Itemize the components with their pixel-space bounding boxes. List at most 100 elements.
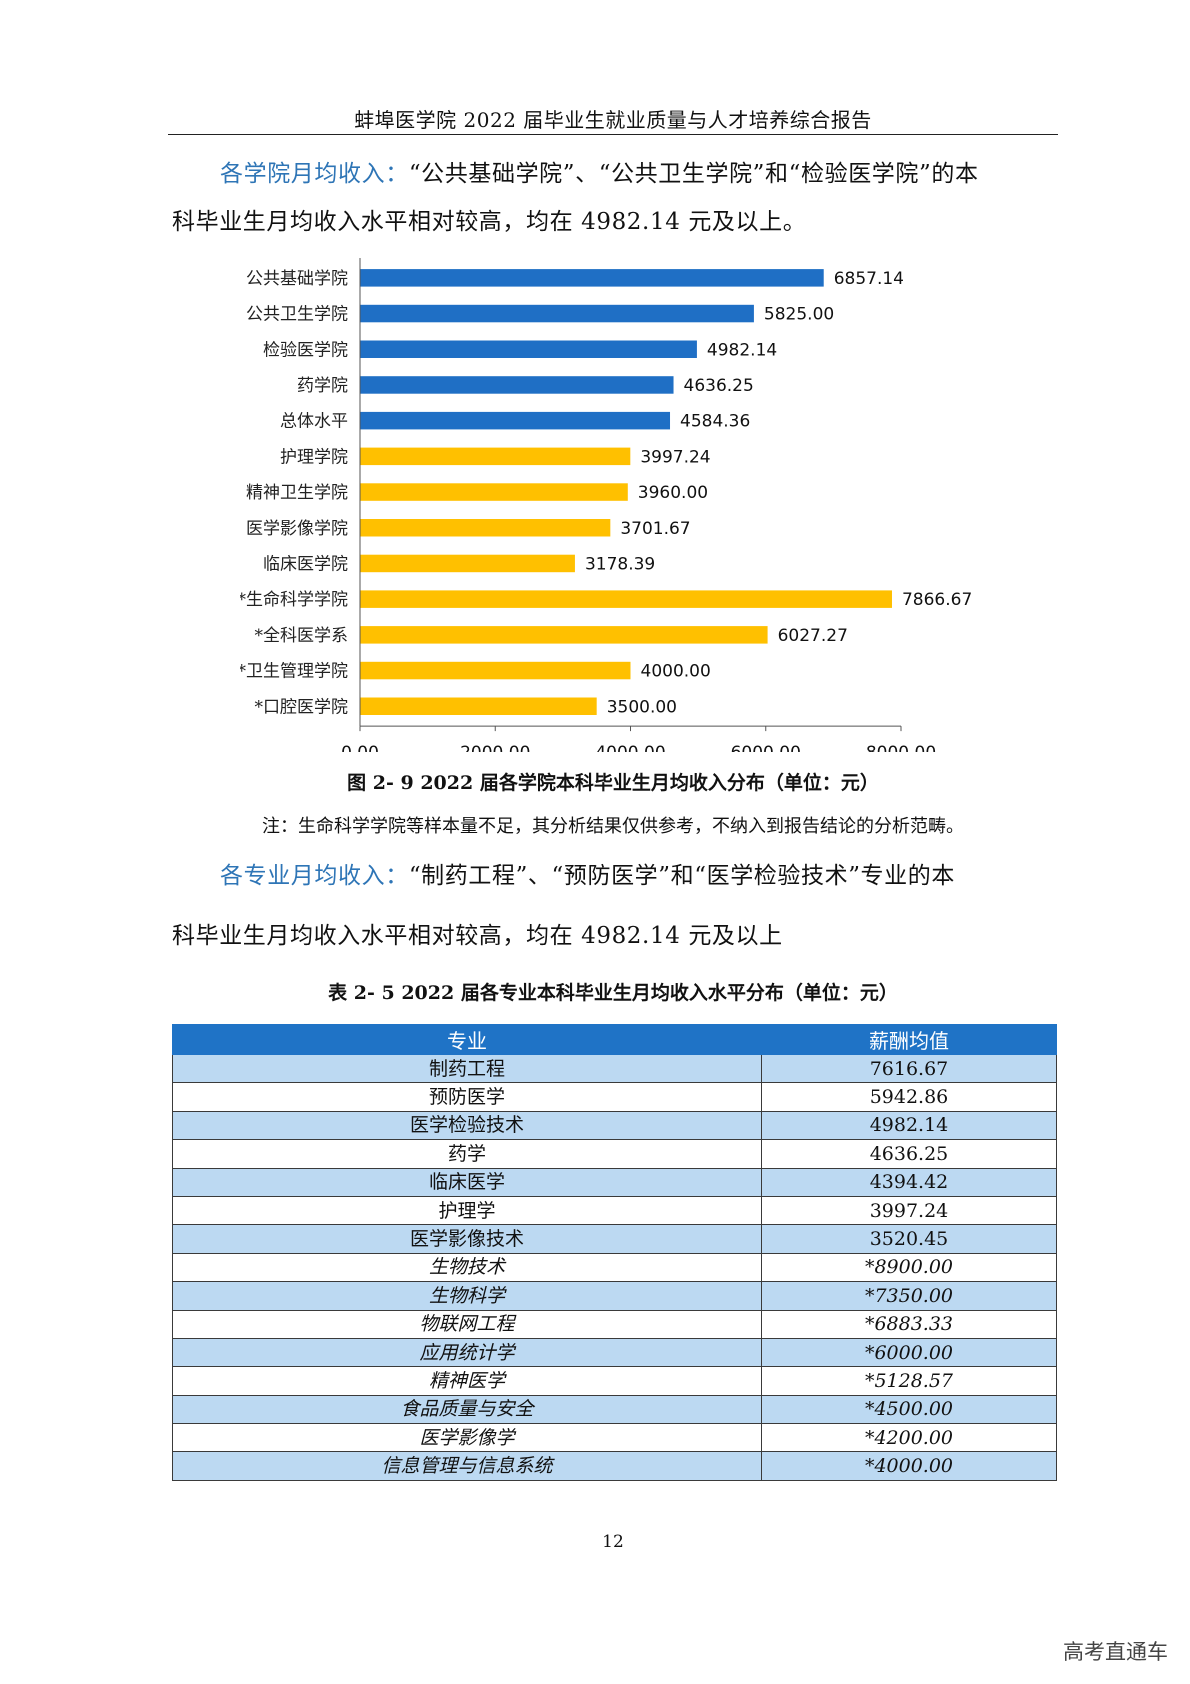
data-label: 4000.00 [641, 662, 711, 682]
bar [360, 626, 768, 644]
column-header-major: 专业 [172, 1024, 762, 1055]
major-salary-table: 专业 薪酬均值 制药工程 7616.67 预防医学 5942.86 医学检验技术 4982… [172, 1024, 1057, 1481]
bar-chart-svg: 公共基础学院 6857.14 公共卫生学院 5825.00 检验医学院 4982.14 药学… [240, 258, 972, 752]
cell-salary: 4636.25 [761, 1139, 1057, 1169]
x-tick-label: 2000.00 [460, 743, 530, 752]
bar [360, 411, 671, 430]
data-label: 3500.00 [607, 697, 677, 717]
bar [360, 304, 754, 323]
paragraph-text: “制药工程”、“预防医学”和“医学检验技术”专业的本 [408, 863, 955, 889]
cell-salary: *8900.00 [761, 1252, 1057, 1283]
bar [360, 661, 631, 680]
cell-major: 信息管理与信息系统 [172, 1451, 762, 1481]
cell-major: 预防医学 [172, 1082, 762, 1112]
category-label: *卫生管理学院 [240, 662, 348, 682]
bar [360, 376, 674, 394]
cell-major: 药学 [172, 1139, 762, 1169]
category-label: *生命科学学院 [240, 590, 348, 610]
x-tick-label: 0.00 [341, 743, 379, 752]
cell-salary: 3997.24 [761, 1195, 1057, 1226]
cell-major: 食品质量与安全 [172, 1394, 762, 1425]
bar [360, 519, 611, 537]
cell-major: 精神医学 [172, 1366, 762, 1396]
table-row: 药学 4636.25 [172, 1139, 1057, 1169]
paragraph-text-line2: 科毕业生月均收入水平相对较高，均在 4982.14 元及以上。 [172, 209, 807, 235]
data-label: 4584.36 [680, 412, 750, 432]
data-label: 6857.14 [834, 269, 904, 289]
bar [360, 590, 892, 608]
table-row: 医学影像学 *4200.00 [172, 1423, 1057, 1453]
cell-major: 生物技术 [172, 1252, 762, 1283]
figure-note: 注：生命科学学院等样本量不足，其分析结果仅供参考，不纳入到报告结论的分析范畴。 [262, 816, 964, 837]
table-row: 食品质量与安全 *4500.00 [172, 1394, 1057, 1425]
data-label: 3701.67 [620, 519, 690, 539]
table-row: 生物技术 *8900.00 [172, 1252, 1057, 1283]
table-row: 医学检验技术 4982.14 [172, 1110, 1057, 1141]
table-row: 护理学 3997.24 [172, 1195, 1057, 1226]
category-label: 药学院 [297, 376, 348, 396]
data-label: 7866.67 [902, 590, 972, 610]
category-label: 精神卫生学院 [246, 483, 348, 503]
page-number: 12 [602, 1532, 624, 1552]
cell-major: 物联网工程 [172, 1309, 762, 1339]
watermark-text: 高考直通车 [1063, 1640, 1168, 1664]
paragraph-major-income: 各专业月均收入：“制药工程”、“预防医学”和“医学检验技术”专业的本 科毕业生月… [172, 852, 1057, 960]
category-label: 医学影像学院 [246, 519, 348, 539]
cell-major: 应用统计学 [172, 1337, 762, 1368]
table-row: 生物科学 *7350.00 [172, 1281, 1057, 1311]
cell-major: 制药工程 [172, 1053, 762, 1084]
bar [360, 269, 824, 287]
paragraph-lead: 各学院月均收入： [220, 161, 409, 187]
category-label: *全科医学系 [255, 626, 349, 646]
cell-salary: 7616.67 [761, 1053, 1057, 1084]
figure-caption: 图 2- 9 2022 届各学院本科毕业生月均收入分布（单位：元） [347, 772, 879, 794]
category-label: 临床医学院 [263, 554, 348, 574]
cell-salary: *4200.00 [761, 1423, 1057, 1453]
x-tick-label: 6000.00 [731, 743, 801, 752]
category-label: *口腔医学院 [255, 697, 349, 717]
bar [360, 554, 575, 573]
table-row: 制药工程 7616.67 [172, 1053, 1057, 1084]
page-header-title: 蚌埠医学院 2022 届毕业生就业质量与人才培养综合报告 [354, 108, 872, 132]
data-label: 4636.25 [684, 376, 754, 396]
data-label: 3178.39 [585, 554, 655, 574]
cell-salary: *4000.00 [761, 1451, 1057, 1481]
data-label: 3960.00 [638, 483, 708, 503]
category-label: 公共基础学院 [246, 269, 348, 289]
cell-major: 生物科学 [172, 1281, 762, 1311]
data-label: 5825.00 [764, 305, 834, 325]
category-label: 检验医学院 [263, 340, 348, 360]
x-tick-label: 4000.00 [595, 743, 665, 752]
cell-salary: *5128.57 [761, 1366, 1057, 1396]
header-divider [168, 134, 1058, 135]
data-label: 6027.27 [778, 626, 848, 646]
paragraph-lead: 各专业月均收入： [220, 863, 409, 889]
cell-major: 医学影像技术 [172, 1224, 762, 1254]
bar [360, 447, 631, 466]
cell-salary: 3520.45 [761, 1224, 1057, 1254]
table-row: 临床医学 4394.42 [172, 1167, 1057, 1197]
cell-salary: *7350.00 [761, 1281, 1057, 1311]
x-tick-label: 8000.00 [866, 743, 936, 752]
data-label: 4982.14 [707, 340, 777, 360]
bar [360, 340, 697, 358]
cell-salary: *4500.00 [761, 1394, 1057, 1425]
column-header-salary: 薪酬均值 [761, 1024, 1057, 1055]
cell-salary: *6000.00 [761, 1337, 1057, 1368]
cell-salary: *6883.33 [761, 1309, 1057, 1339]
cell-salary: 5942.86 [761, 1082, 1057, 1112]
cell-salary: 4394.42 [761, 1167, 1057, 1197]
table-caption: 表 2- 5 2022 届各专业本科毕业生月均收入水平分布（单位：元） [328, 982, 898, 1004]
table-row: 预防医学 5942.86 [172, 1082, 1057, 1112]
cell-major: 医学影像学 [172, 1423, 762, 1453]
cell-major: 护理学 [172, 1195, 762, 1226]
table-header-row: 专业 薪酬均值 [172, 1024, 1057, 1055]
cell-major: 临床医学 [172, 1167, 762, 1197]
paragraph-text-line2: 科毕业生月均收入水平相对较高，均在 4982.14 元及以上 [172, 923, 783, 949]
table-row: 信息管理与信息系统 *4000.00 [172, 1451, 1057, 1481]
category-label: 总体水平 [280, 412, 348, 432]
data-label: 3997.24 [640, 447, 710, 467]
bar [360, 697, 597, 715]
college-income-chart: 公共基础学院 6857.14 公共卫生学院 5825.00 检验医学院 4982.14 药学… [240, 252, 1000, 752]
